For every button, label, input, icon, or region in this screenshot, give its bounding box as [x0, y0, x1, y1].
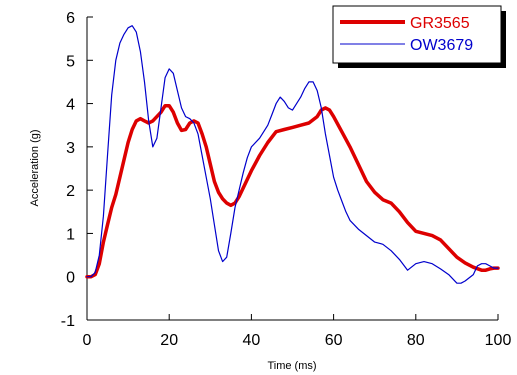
series-lines: [85, 25, 500, 284]
y-tick-label: 6: [66, 10, 75, 27]
x-tick-label: 80: [407, 332, 425, 349]
y-tick-label: 0: [66, 270, 75, 287]
x-tick-label: 100: [485, 332, 512, 349]
y-tick-label: 3: [66, 140, 75, 157]
axes: [86, 17, 498, 321]
series-line-gr3565: [85, 103, 500, 279]
x-tick-label: 40: [243, 332, 261, 349]
y-tick-label: -1: [61, 313, 75, 330]
series-line-ow3679: [86, 25, 499, 284]
x-axis-title: Time (ms): [267, 360, 316, 372]
x-tick-label: 60: [325, 332, 343, 349]
x-tick-label: 0: [83, 332, 92, 349]
legend-box: [332, 5, 502, 64]
y-axis-title: Acceleration (g): [29, 129, 41, 206]
y-tick-label: 5: [66, 53, 75, 70]
legend-label-ow3679: OW3679: [410, 37, 473, 54]
y-tick-label: 4: [66, 97, 75, 114]
y-tick-label: 2: [66, 183, 75, 200]
y-tick-label: 1: [66, 226, 75, 243]
legend-label-gr3565: GR3565: [410, 15, 470, 32]
tick-marks: [86, 16, 499, 321]
legend: GR3565 OW3679: [332, 5, 506, 68]
x-tick-label: 20: [160, 332, 178, 349]
